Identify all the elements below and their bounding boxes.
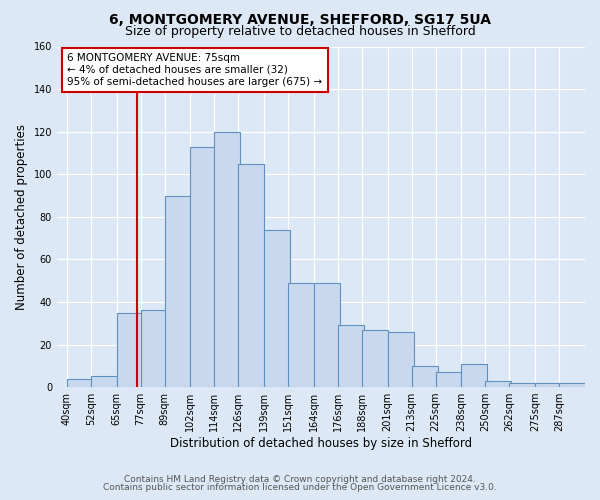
- Bar: [436, 372, 461, 387]
- Bar: [116, 312, 143, 387]
- Bar: [190, 146, 217, 387]
- Bar: [140, 310, 167, 387]
- Bar: [164, 196, 190, 387]
- Y-axis label: Number of detached properties: Number of detached properties: [15, 124, 28, 310]
- Text: 6, MONTGOMERY AVENUE, SHEFFORD, SG17 5UA: 6, MONTGOMERY AVENUE, SHEFFORD, SG17 5UA: [109, 12, 491, 26]
- Bar: [362, 330, 388, 387]
- X-axis label: Distribution of detached houses by size in Shefford: Distribution of detached houses by size …: [170, 437, 472, 450]
- Bar: [485, 380, 511, 387]
- Bar: [314, 283, 340, 387]
- Bar: [238, 164, 264, 387]
- Bar: [264, 230, 290, 387]
- Text: Contains HM Land Registry data © Crown copyright and database right 2024.: Contains HM Land Registry data © Crown c…: [124, 475, 476, 484]
- Bar: [461, 364, 487, 387]
- Bar: [338, 326, 364, 387]
- Text: 6 MONTGOMERY AVENUE: 75sqm
← 4% of detached houses are smaller (32)
95% of semi-: 6 MONTGOMERY AVENUE: 75sqm ← 4% of detac…: [67, 54, 323, 86]
- Bar: [412, 366, 437, 387]
- Text: Size of property relative to detached houses in Shefford: Size of property relative to detached ho…: [125, 25, 475, 38]
- Text: Contains public sector information licensed under the Open Government Licence v3: Contains public sector information licen…: [103, 484, 497, 492]
- Bar: [214, 132, 240, 387]
- Bar: [559, 383, 585, 387]
- Bar: [388, 332, 413, 387]
- Bar: [288, 283, 314, 387]
- Bar: [91, 376, 116, 387]
- Bar: [535, 383, 561, 387]
- Bar: [509, 383, 535, 387]
- Bar: [67, 378, 93, 387]
